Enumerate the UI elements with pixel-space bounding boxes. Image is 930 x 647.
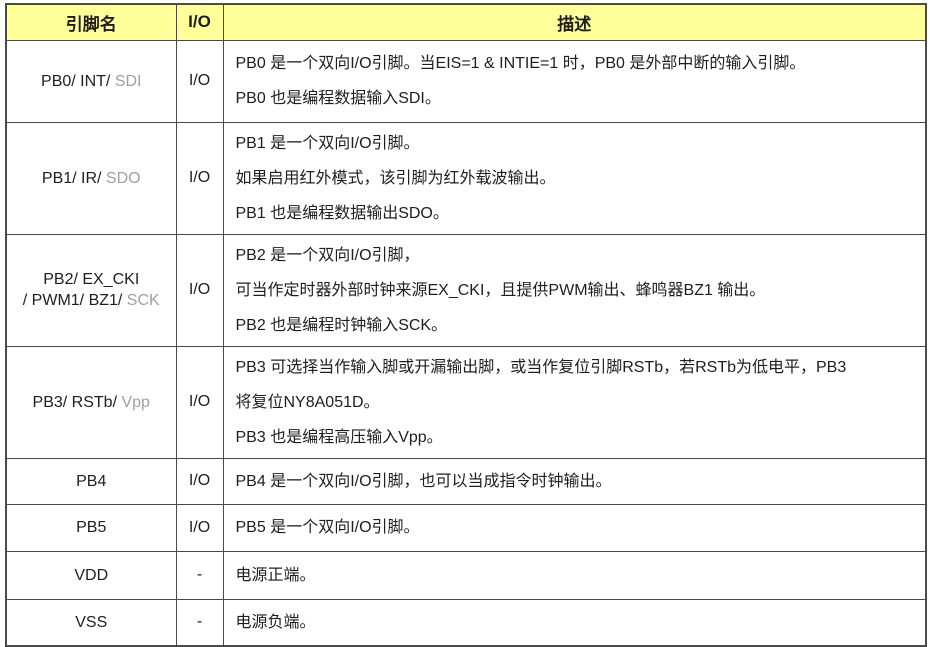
pin-name-cell: PB1/ IR/ SDO: [5, 121, 177, 235]
table-row: PB0/ INT/ SDI I/O PB0 是一个双向I/O引脚。当EIS=1 & …: [5, 39, 927, 123]
description-cell: PB0 是一个双向I/O引脚。当EIS=1 & INTIE=1 时，PB0 是外…: [222, 39, 927, 123]
pin-name-line: / PWM1/ BZ1/ SCK: [9, 290, 174, 311]
pin-name-segment: VDD: [74, 566, 109, 584]
description-cell: PB4 是一个双向I/O引脚，也可以当成指令时钟输出。: [222, 457, 927, 505]
io-cell: -: [175, 550, 224, 600]
description-line: PB1 也是编程数据输出SDO。: [235, 204, 449, 222]
pin-name-segment: PB1/ IR/: [41, 169, 106, 187]
table-body: PB0/ INT/ SDI I/O PB0 是一个双向I/O引脚。当EIS=1 & …: [5, 39, 927, 647]
table-row: PB5 I/O PB5 是一个双向I/O引脚。: [5, 503, 927, 552]
description-line: PB2 也是编程时钟输入SCK。: [235, 316, 448, 334]
io-cell: I/O: [175, 345, 224, 459]
pin-name-segment: PB5: [76, 519, 107, 536]
pin-name-segment: VSS: [75, 613, 108, 631]
pin-name-line: PB1/ IR/ SDO: [9, 168, 174, 189]
pin-name-cell: PB3/ RSTb/ Vpp: [5, 345, 177, 459]
io-cell: I/O: [175, 503, 224, 552]
pin-name-cell: PB4: [5, 457, 177, 505]
description-line: PB0 也是编程数据输入SDI。: [235, 90, 441, 107]
pin-description-table: 引脚名 I/O 描述 PB0/ INT/ SDI I/O PB0 是一个双向I/O引…: [5, 3, 927, 647]
description-line: 可当作定时器外部时钟来源EX_CKI，且提供PWM输出、蜂鸣器BZ1 输出。: [235, 281, 766, 299]
header-io: I/O: [175, 3, 224, 41]
header-pin-name: 引脚名: [5, 3, 177, 41]
pin-name-cell: VDD: [5, 550, 177, 600]
pin-name-line: VDD: [9, 565, 174, 586]
description-line: PB3 可选择当作输入脚或开漏输出脚，或当作复位引脚RSTb，若RSTb为低电平…: [235, 358, 847, 376]
description-line: 电源负端。: [235, 613, 316, 631]
description-line: 将复位NY8A051D。: [235, 393, 380, 411]
description-cell: PB3 可选择当作输入脚或开漏输出脚，或当作复位引脚RSTb，若RSTb为低电平…: [222, 345, 927, 459]
description-cell: 电源正端。: [222, 550, 927, 600]
pin-name-segment-muted: SCK: [126, 292, 160, 309]
description-line: PB0 是一个双向I/O引脚。当EIS=1 & INTIE=1 时，PB0 是外…: [235, 55, 806, 72]
table-header: 引脚名 I/O 描述: [5, 3, 927, 41]
header-row: 引脚名 I/O 描述: [5, 3, 927, 41]
io-cell: I/O: [175, 457, 224, 505]
pin-name-segment: PB2/ EX_CKI: [43, 271, 140, 288]
description-cell: PB1 是一个双向I/O引脚。如果启用红外模式，该引脚为红外载波输出。 PB1 也…: [222, 121, 927, 235]
pin-name-line: PB3/ RSTb/ Vpp: [9, 392, 174, 413]
table-row: VDD - 电源正端。: [5, 550, 927, 600]
pin-name-cell: PB5: [5, 503, 177, 552]
description-line: 如果启用红外模式，该引脚为红外载波输出。: [235, 169, 556, 187]
pin-name-cell: PB2/ EX_CKI / PWM1/ BZ1/ SCK: [5, 233, 177, 347]
description-cell: PB5 是一个双向I/O引脚。: [222, 503, 927, 552]
pin-name-segment-muted: SDO: [105, 169, 141, 187]
pin-name-cell: PB0/ INT/ SDI: [5, 39, 177, 123]
header-description: 描述: [222, 3, 927, 41]
table-row: PB2/ EX_CKI / PWM1/ BZ1/ SCK I/O PB2 是一个双向I…: [5, 233, 927, 347]
pin-name-segment: PB3/ RSTb/: [32, 393, 122, 411]
pin-name-segment: PB0/ INT/: [41, 72, 115, 90]
io-cell: I/O: [175, 233, 224, 347]
description-line: 电源正端。: [235, 566, 316, 584]
pin-name-segment: / PWM1/ BZ1/: [22, 292, 127, 309]
pin-name-segment: PB4: [76, 472, 107, 490]
description-line: PB3 也是编程高压输入Vpp。: [235, 428, 443, 446]
pin-name-segment-muted: SDI: [114, 72, 142, 90]
description-line: PB2 是一个双向I/O引脚，: [235, 246, 420, 264]
pin-name-line: PB4: [9, 471, 174, 492]
description-cell: PB2 是一个双向I/O引脚， 可当作定时器外部时钟来源EX_CKI，且提供PWM…: [222, 233, 927, 347]
description-line: PB4 是一个双向I/O引脚，也可以当成指令时钟输出。: [235, 472, 612, 490]
table-row: PB1/ IR/ SDO I/O PB1 是一个双向I/O引脚。 如果启用红外模式，该…: [5, 121, 927, 235]
io-cell: I/O: [175, 39, 224, 123]
description-line: PB5 是一个双向I/O引脚。: [235, 519, 420, 536]
pin-name-segment-muted: Vpp: [121, 393, 150, 411]
pin-name-line: PB2/ EX_CKI: [9, 269, 174, 290]
description-line: PB1 是一个双向I/O引脚。: [235, 134, 420, 152]
table-row: PB4 I/O PB4 是一个双向I/O引脚，也可以当成指令时钟输出。: [5, 457, 927, 505]
pin-name-line: VSS: [9, 612, 174, 633]
pin-name-line: PB5: [9, 517, 174, 538]
pin-name-line: PB0/ INT/ SDI: [9, 71, 174, 92]
table-row: PB3/ RSTb/ Vpp I/O PB3 可选择当作输入脚或开漏输出脚，或当作复…: [5, 345, 927, 459]
io-cell: I/O: [175, 121, 224, 235]
